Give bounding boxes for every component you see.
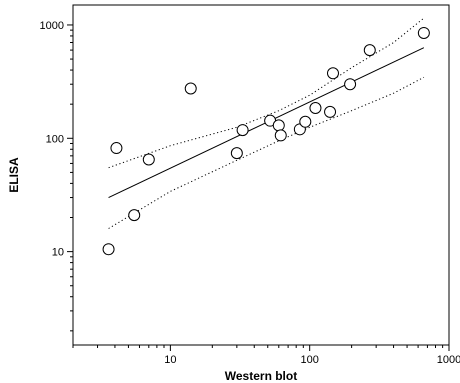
y-tick-label: 100 (46, 133, 64, 145)
data-point (230, 147, 243, 160)
data-point (344, 78, 357, 91)
data-point (326, 67, 339, 80)
data-point (299, 115, 312, 128)
data-point (363, 44, 376, 57)
x-tick-label: 10 (164, 354, 176, 366)
x-axis-title: Western blot (225, 369, 297, 383)
y-axis-title: ELISA (7, 157, 21, 193)
data-point (184, 82, 197, 95)
upper-confidence-curve (108, 17, 425, 169)
y-tick-label: 10 (52, 247, 64, 259)
y-axis: 10 100 1000 (40, 20, 73, 332)
data-point (110, 142, 123, 155)
plot-frame (72, 4, 450, 346)
data-point (236, 124, 249, 137)
x-axis: 10 100 1000 (72, 345, 460, 366)
confidence-band (108, 17, 425, 229)
data-point (417, 26, 430, 39)
data-points (102, 26, 430, 256)
x-tick-label: 1000 (437, 354, 460, 366)
data-point (142, 153, 155, 166)
data-point (102, 243, 115, 256)
data-point (274, 129, 287, 142)
lower-confidence-curve (108, 76, 425, 229)
x-tick-label: 100 (301, 354, 319, 366)
data-point (272, 119, 285, 132)
data-point (324, 105, 337, 118)
y-tick-label: 1000 (40, 20, 64, 32)
data-point (128, 209, 141, 222)
data-point (309, 102, 322, 115)
